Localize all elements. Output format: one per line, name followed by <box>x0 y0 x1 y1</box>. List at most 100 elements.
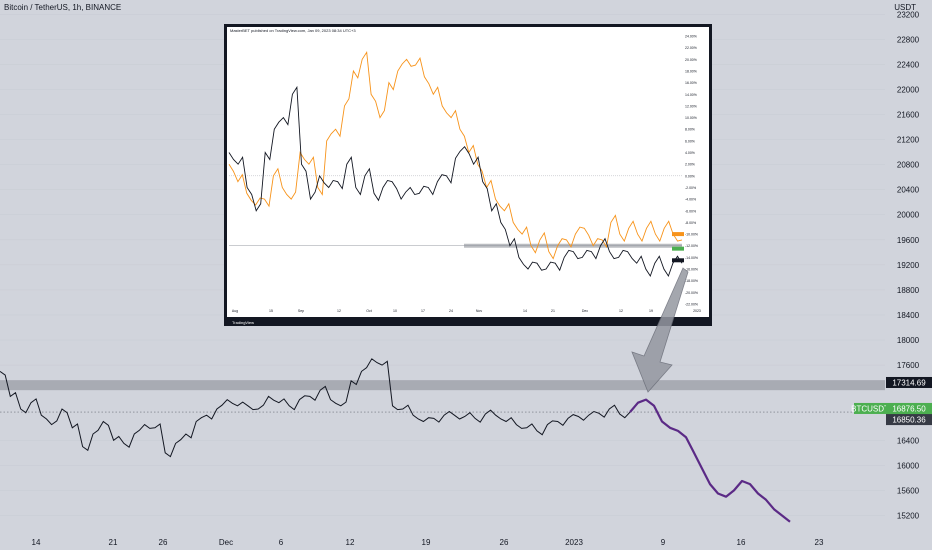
inset-x-tick: 2023 <box>693 309 701 313</box>
inset-pct-tick: 14.00% <box>685 93 697 97</box>
y-tick-label: 17600 <box>897 361 920 370</box>
inset-pct-tick: 22.00% <box>685 46 697 50</box>
price-tag <box>886 402 932 414</box>
inset-pct-tick: 10.00% <box>685 116 697 120</box>
inset-chart: MasterBET published on TradingView.com, … <box>224 24 712 326</box>
x-tick-label: 2023 <box>565 538 583 547</box>
price-tag <box>854 402 886 414</box>
inset-pct-tick: 18.00% <box>685 69 697 73</box>
y-axis: 23200 22800 22400 22000 21600 21200 20800 20400… <box>897 10 920 520</box>
y-tick-label: 22800 <box>897 35 920 44</box>
inset-pct-tick: -8.00% <box>685 221 696 225</box>
inset-x-tick: Oct <box>366 309 371 313</box>
inset-footer-text: TradingView <box>232 320 254 325</box>
y-tick-label: 19600 <box>897 236 920 245</box>
inset-x-tick: 10 <box>393 309 397 313</box>
x-axis: 14 21 26 Dec 6 12 19 26 2023 9 16 23 <box>32 538 824 547</box>
inset-price-tag <box>672 232 684 237</box>
x-tick-label: Dec <box>219 538 233 547</box>
y-tick-label: 16400 <box>897 436 920 445</box>
inset-pct-tick: -2.00% <box>685 186 696 190</box>
resistance-zone <box>0 380 885 391</box>
x-tick-label: 23 <box>815 538 824 547</box>
x-tick-label: 26 <box>159 538 168 547</box>
y-tick-label: 15200 <box>897 511 920 520</box>
inset-x-tick: Dec <box>582 309 588 313</box>
projection-series <box>629 398 791 523</box>
inset-pct-tick: 8.00% <box>685 128 695 132</box>
price-line <box>0 358 631 458</box>
x-tick-label: 14 <box>32 538 41 547</box>
resistance-band <box>0 380 885 413</box>
y-tick-label: 18400 <box>897 311 920 320</box>
inset-series-line <box>228 85 683 278</box>
y-tick-label: 15600 <box>897 486 920 495</box>
inset-x-tick: Nov <box>476 309 482 313</box>
inset-pct-tick: -10.00% <box>685 233 698 237</box>
y-tick-label: 21600 <box>897 111 920 120</box>
inset-pct-tick: -4.00% <box>685 198 696 202</box>
inset-pct-tick: -18.00% <box>685 279 698 283</box>
inset-pct-tick: 2.00% <box>685 163 695 167</box>
inset-pct-tick: 20.00% <box>685 58 697 62</box>
price-tag-text: 17314.69 <box>892 378 926 387</box>
inset-x-tick: 15 <box>269 309 273 313</box>
inset-price-tag <box>672 246 684 251</box>
inset-pct-tick: -6.00% <box>685 209 696 213</box>
inset-pct-tick: -12.00% <box>685 244 698 248</box>
inset-pct-tick: 6.00% <box>685 139 695 143</box>
inset-resistance-zone <box>464 243 682 248</box>
price-series <box>0 358 631 458</box>
symbol-title: Bitcoin / TetherUS, 1h, BINANCE <box>4 3 122 12</box>
y-tick-label: 20000 <box>897 211 920 220</box>
inset-x-tick: 21 <box>551 309 555 313</box>
inset-pct-tick: -22.00% <box>685 303 698 307</box>
inset-pct-tick: -14.00% <box>685 256 698 260</box>
inset-series-line <box>228 50 683 260</box>
inset-pct-tick: -16.00% <box>685 268 698 272</box>
y-tick-label: 20400 <box>897 186 920 195</box>
inset-x-tick: 14 <box>523 309 527 313</box>
y-tick-label: 18000 <box>897 336 920 345</box>
price-tag <box>886 414 932 426</box>
x-tick-label: 9 <box>661 538 666 547</box>
x-tick-label: 12 <box>346 538 355 547</box>
inset-x-tick: 17 <box>421 309 425 313</box>
inset-pct-tick: 4.00% <box>685 151 695 155</box>
x-tick-label: 16 <box>737 538 746 547</box>
currency-label: USDT <box>894 3 916 12</box>
inset-x-tick: Aug <box>232 309 238 313</box>
inset-x-tick: Sep <box>298 309 304 313</box>
price-tag-text: 16876.50 <box>892 404 926 413</box>
inset-pct-tick: 0.00% <box>685 174 695 178</box>
inset-background <box>227 27 709 317</box>
x-tick-label: 21 <box>109 538 118 547</box>
inset-pct-tick: -20.00% <box>685 291 698 295</box>
x-tick-label: 26 <box>500 538 509 547</box>
y-tick-label: 21200 <box>897 136 920 145</box>
inset-price-tag <box>672 258 684 263</box>
price-tag-text: BTCUSDT <box>851 404 889 413</box>
projection-line <box>629 398 791 523</box>
price-tag-text: 16850.36 <box>892 416 926 425</box>
arrow-shape <box>631 267 689 393</box>
inset-x-tick: 19 <box>649 309 653 313</box>
x-tick-label: 19 <box>422 538 431 547</box>
y-tick-label: 22000 <box>897 85 920 94</box>
y-tick-label: 19200 <box>897 261 920 270</box>
inset-x-tick: 12 <box>619 309 623 313</box>
inset-x-tick: 12 <box>337 309 341 313</box>
y-tick-label: 22400 <box>897 60 920 69</box>
y-tick-label: 23200 <box>897 10 920 19</box>
y-tick-label: 16000 <box>897 461 920 470</box>
inset-header-text: MasterBET published on TradingView.com, … <box>230 28 356 33</box>
inset-x-tick: 24 <box>449 309 453 313</box>
y-tick-label: 18800 <box>897 286 920 295</box>
inset-pct-tick: 16.00% <box>685 81 697 85</box>
y-tick-label: 20800 <box>897 161 920 170</box>
x-tick-label: 6 <box>279 538 284 547</box>
inset-pct-tick: 24.00% <box>685 35 697 39</box>
inset-pct-tick: 12.00% <box>685 104 697 108</box>
